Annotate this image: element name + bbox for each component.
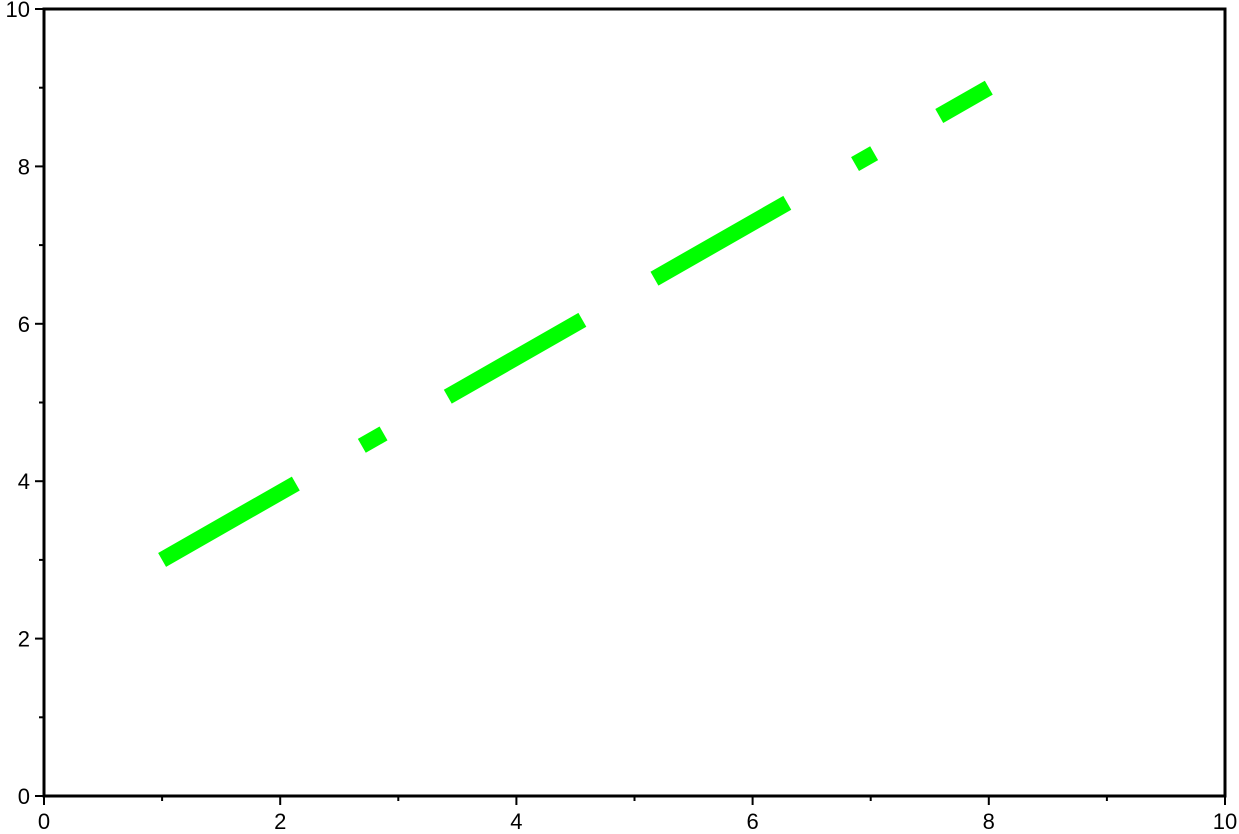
ticks-layer: 0 2 4 6 8 10 0 2 4 6 8 10: [6, 0, 1238, 834]
y-tick-label: 2: [18, 627, 30, 652]
y-tick-label: 10: [6, 0, 30, 22]
x-tick-label: 8: [983, 809, 995, 834]
y-tick-label: 0: [18, 784, 30, 809]
series-line-0: [158, 80, 993, 567]
y-tick-label: 6: [18, 312, 30, 337]
y-tick-label: 4: [18, 469, 30, 494]
x-tick-label: 6: [746, 809, 758, 834]
y-tick-label: 8: [18, 154, 30, 179]
x-tick-label: 2: [274, 809, 286, 834]
plot-frame: [42, 7, 1227, 798]
x-tick-label: 0: [38, 809, 50, 834]
series-layer: [158, 80, 993, 567]
x-tick-label: 4: [510, 809, 522, 834]
x-tick-label: 10: [1213, 809, 1237, 834]
